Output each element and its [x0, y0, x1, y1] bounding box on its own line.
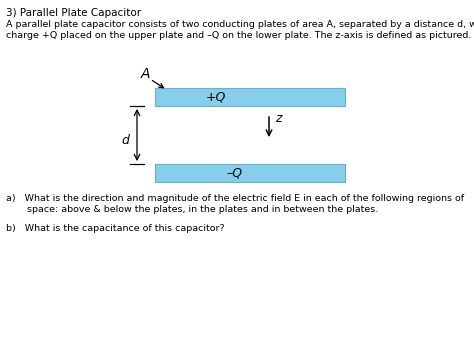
Text: A parallel plate capacitor consists of two conducting plates of area A, separate: A parallel plate capacitor consists of t… — [6, 20, 474, 29]
Bar — [155, 88, 345, 106]
Text: –Q: –Q — [227, 166, 243, 180]
Text: b)   What is the capacitance of this capacitor?: b) What is the capacitance of this capac… — [6, 224, 225, 233]
Text: z: z — [275, 113, 282, 125]
Text: a)   What is the direction and magnitude of the electric field E in each of the : a) What is the direction and magnitude o… — [6, 194, 464, 203]
Text: charge +Q placed on the upper plate and –Q on the lower plate. The z-axis is def: charge +Q placed on the upper plate and … — [6, 31, 471, 40]
Text: +Q: +Q — [206, 91, 226, 103]
Text: d: d — [121, 133, 129, 147]
Text: A: A — [140, 67, 150, 81]
Text: 3) Parallel Plate Capacitor: 3) Parallel Plate Capacitor — [6, 8, 141, 18]
Bar — [155, 164, 345, 182]
Text: space: above & below the plates, in the plates and in between the plates.: space: above & below the plates, in the … — [6, 205, 378, 214]
